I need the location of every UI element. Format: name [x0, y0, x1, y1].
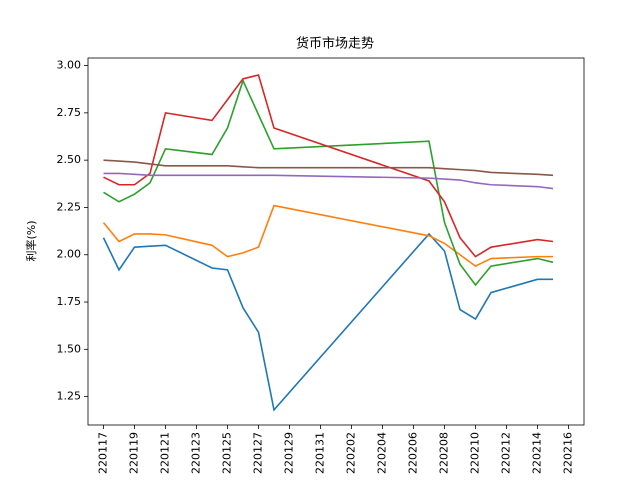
- y-tick-label: 2.25: [57, 200, 82, 213]
- plot-frame: [87, 57, 585, 426]
- y-tick-label: 3.00: [57, 59, 82, 72]
- y-tick-label: 1.50: [57, 342, 82, 355]
- y-tick-label: 1.25: [57, 390, 82, 403]
- series-line: [102, 204, 553, 268]
- series-line: [103, 159, 554, 177]
- x-tick-label: 220131: [314, 432, 327, 474]
- series-line: [102, 232, 553, 412]
- series-line: [103, 78, 554, 287]
- x-tick-label: 220206: [407, 432, 420, 474]
- x-tick-label: 220214: [531, 432, 544, 474]
- x-tick-label: 220208: [438, 432, 451, 474]
- y-axis-label: 利率(%): [24, 220, 38, 261]
- series-line: [103, 172, 554, 190]
- y-tick-label: 1.75: [57, 295, 82, 308]
- y-tick-label: 2.00: [57, 248, 82, 261]
- x-tick-label: 220210: [469, 432, 482, 474]
- chart-title: 货币市场走势: [296, 36, 374, 52]
- x-tick-label: 220216: [562, 432, 575, 474]
- y-tick-label: 2.75: [57, 106, 82, 119]
- x-tick-label: 220202: [345, 432, 358, 474]
- x-tick-label: 220125: [221, 432, 234, 474]
- x-tick-label: 220117: [97, 432, 110, 474]
- y-tick-label: 2.50: [57, 153, 82, 166]
- x-tick-label: 220119: [128, 432, 141, 474]
- x-tick-label: 220212: [500, 432, 513, 474]
- series-line: [103, 74, 554, 258]
- x-tick-label: 220127: [252, 432, 265, 474]
- x-tick-label: 220121: [159, 432, 172, 474]
- x-tick-label: 220123: [190, 432, 203, 474]
- x-tick-label: 220204: [376, 432, 389, 474]
- x-tick-label: 220129: [283, 432, 296, 474]
